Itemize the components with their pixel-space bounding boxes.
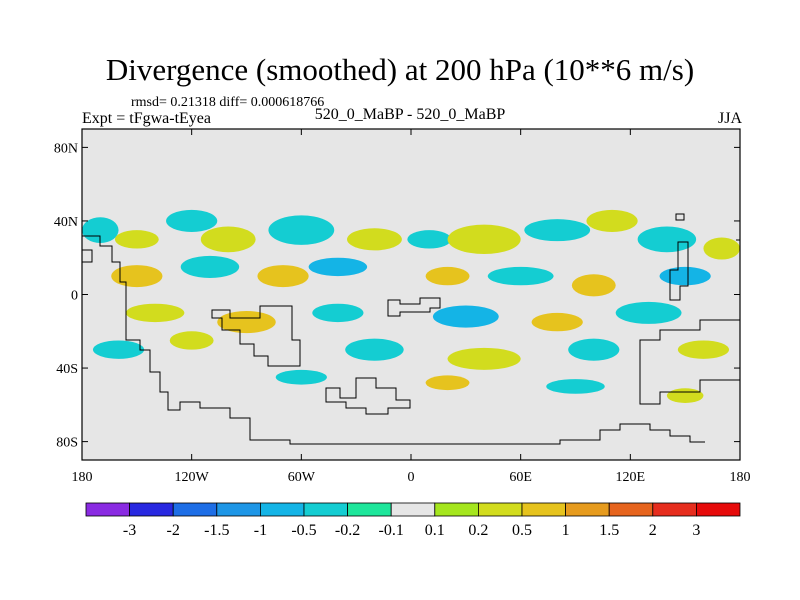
x-tick-label: 180	[72, 470, 93, 485]
contour-region	[407, 230, 452, 249]
colorbar-swatch	[477, 502, 523, 517]
colorbar-label: -2	[167, 522, 180, 539]
x-tick-label: 60E	[509, 470, 532, 485]
colorbar-swatch	[172, 502, 218, 517]
contour-region	[180, 255, 240, 278]
contour-region	[347, 228, 402, 251]
x-tick-label: 120W	[175, 470, 210, 485]
contour-region	[432, 305, 499, 328]
contour-region	[82, 217, 119, 244]
colorbar-label: 0.1	[425, 522, 445, 539]
colorbar: -3 -2 -1.5 -1 -0.5 -0.2 -0.1 0.1 0.2 0.5 1 1.5 2 3	[85, 502, 741, 539]
contour-region	[257, 265, 309, 288]
contour-region	[677, 340, 730, 359]
contour-region	[425, 375, 470, 391]
colorbar-swatch	[216, 502, 261, 517]
rmsd-diff-stats: rmsd= 0.21318 diff= 0.000618766	[131, 95, 325, 110]
y-tick-label: 80N	[54, 141, 78, 156]
contour-region	[659, 266, 711, 286]
contour-region	[447, 347, 521, 370]
colorbar-swatch	[259, 502, 305, 517]
y-tick-label: 40S	[56, 362, 78, 377]
contour-region	[425, 266, 470, 286]
antarctic-coast	[82, 235, 705, 445]
x-tick-label: 120E	[616, 470, 646, 485]
y-tick-label: 0	[71, 289, 78, 304]
coastline-layer	[82, 213, 740, 445]
contour-region	[308, 257, 368, 277]
colorbar-swatch	[347, 502, 392, 517]
continent-outline	[675, 213, 685, 221]
case-label: 520_0_MaBP - 520_0_MaBP	[314, 106, 506, 123]
colorbar-swatch	[608, 502, 654, 517]
contour-fill-layer	[82, 209, 740, 403]
colorbar-label: 2	[649, 522, 657, 539]
contour-region	[447, 224, 521, 255]
contour-region	[166, 209, 218, 232]
contour-region	[268, 215, 335, 245]
contour-region	[92, 340, 145, 359]
contour-region	[615, 301, 682, 324]
colorbar-label: -0.2	[335, 522, 360, 539]
contour-region	[125, 303, 185, 323]
contour-region	[666, 388, 704, 403]
contour-region	[200, 226, 256, 253]
colorbar-swatch	[85, 502, 130, 517]
colorbar-label: -0.1	[379, 522, 404, 539]
contour-region	[586, 209, 638, 232]
colorbar-swatch	[521, 502, 566, 517]
contour-region	[571, 274, 616, 297]
y-axis: 80N 40N 0 40S 80S	[54, 141, 740, 451]
experiment-label: Expt = tFgwa-tEyea	[82, 110, 211, 127]
continent-outline	[82, 239, 740, 263]
season-label: JJA	[717, 110, 742, 127]
x-tick-label: 0	[408, 470, 415, 485]
contour-region	[111, 265, 163, 288]
contour-region	[345, 338, 404, 361]
continent-outline	[387, 297, 441, 317]
x-axis: 180 120W 60W 0 60E 120E 180	[72, 129, 751, 485]
colorbar-swatch	[303, 502, 348, 517]
colorbar-label: 0.5	[512, 522, 532, 539]
y-tick-label: 80S	[56, 436, 78, 451]
continent-outline	[325, 377, 411, 415]
colorbar-label: -0.5	[291, 522, 316, 539]
contour-region	[217, 311, 276, 334]
colorbar-swatch	[565, 502, 610, 517]
colorbar-label: -1.5	[204, 522, 229, 539]
contour-region	[524, 219, 591, 242]
colorbar-label: 1	[562, 522, 570, 539]
contour-region	[169, 331, 214, 350]
colorbar-label: 3	[692, 522, 700, 539]
continent-outline	[639, 319, 740, 405]
map-title: Divergence (smoothed) at 200 hPa (10**6 …	[105, 52, 695, 87]
contour-region	[637, 226, 697, 253]
contour-region	[568, 338, 620, 361]
colorbar-swatch	[696, 502, 741, 517]
colorbar-swatch	[434, 502, 479, 517]
contour-region	[703, 237, 740, 260]
contour-region	[546, 379, 605, 394]
contour-region	[531, 312, 583, 332]
colorbar-label: 1.5	[599, 522, 619, 539]
contour-region	[114, 230, 159, 249]
plot-background	[82, 129, 740, 460]
colorbar-swatch	[390, 502, 436, 517]
continent-outline	[669, 241, 689, 301]
colorbar-label: -3	[123, 522, 136, 539]
colorbar-swatch	[652, 502, 697, 517]
colorbar-label: -1	[254, 522, 267, 539]
colorbar-swatch	[129, 502, 174, 517]
y-tick-label: 40N	[54, 215, 78, 230]
contour-region	[312, 303, 364, 323]
colorbar-label: 0.2	[468, 522, 488, 539]
contour-region	[487, 266, 554, 286]
continent-outline	[211, 305, 301, 367]
contour-region	[275, 369, 327, 385]
x-tick-label: 60W	[288, 470, 316, 485]
x-tick-label: 180	[730, 470, 751, 485]
